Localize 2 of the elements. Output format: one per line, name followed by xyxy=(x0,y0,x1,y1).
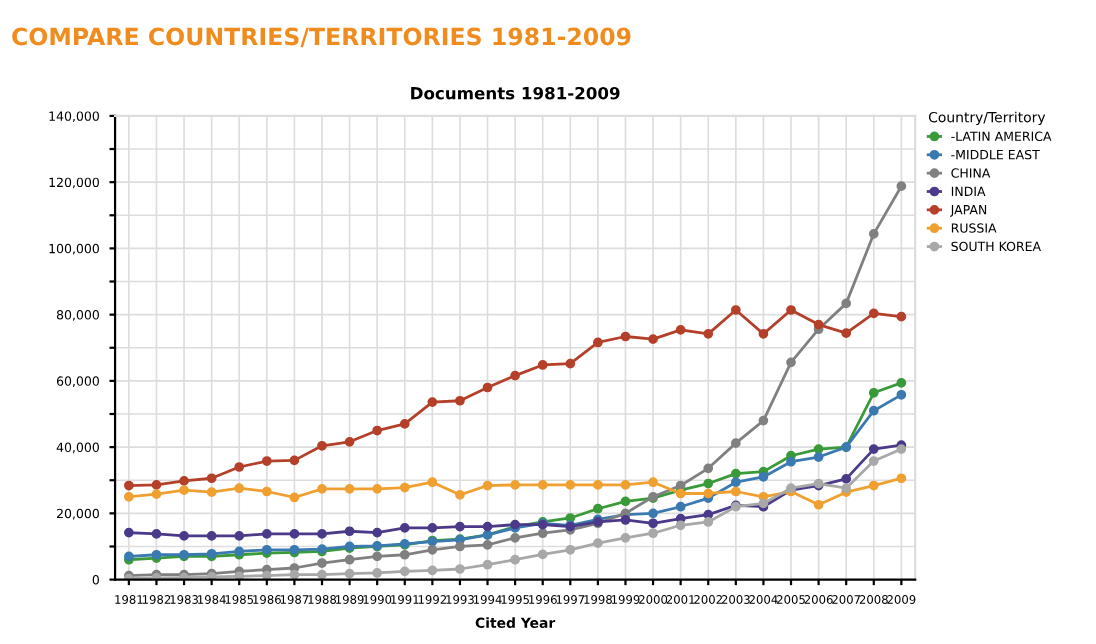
chart-subtitle: Documents 1981-2009 xyxy=(411,86,620,100)
chart-title: COMPARE COUNTRIES/TERRITORIES 1981-2009 xyxy=(12,27,631,48)
